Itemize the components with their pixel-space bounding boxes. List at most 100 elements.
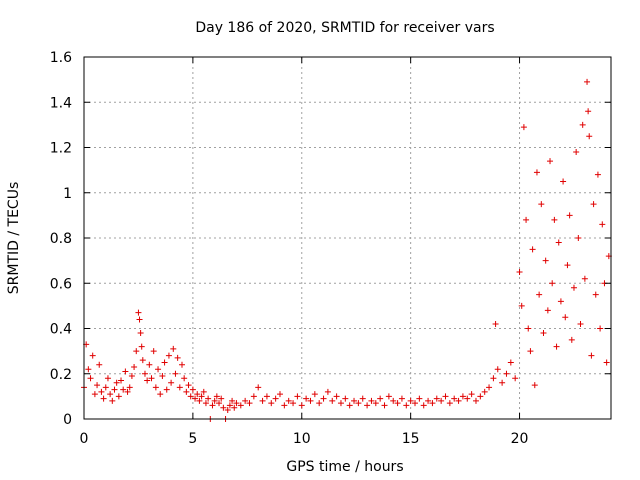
data-point [320, 395, 327, 402]
data-point [96, 361, 103, 368]
data-point [590, 201, 597, 208]
y-axis-label: SRMTID / TECUs [6, 182, 22, 295]
data-point [122, 368, 129, 375]
y-tick-label: 1.4 [50, 95, 72, 111]
data-point [209, 402, 216, 409]
axis-ticks: 0 5 10 15 20 0 0.2 0.4 0.6 0.8 1 1.2 1.4 1.6 [50, 50, 611, 447]
data-point [192, 395, 199, 402]
data-point [481, 388, 488, 395]
data-point [597, 325, 604, 332]
data-point [185, 382, 192, 389]
data-point [181, 375, 188, 382]
data-point [150, 348, 157, 355]
data-point [333, 393, 340, 400]
data-point [586, 133, 593, 140]
data-point [579, 121, 586, 128]
data-point [231, 404, 238, 411]
data-point [566, 212, 573, 219]
data-point [342, 395, 349, 402]
data-point [544, 307, 551, 314]
data-point [584, 78, 591, 85]
data-point [573, 149, 580, 156]
data-point [136, 316, 143, 323]
data-point [385, 393, 392, 400]
data-point [455, 397, 462, 404]
data-point [599, 221, 606, 228]
data-point [520, 124, 527, 131]
data-point [311, 391, 318, 398]
data-point [155, 366, 162, 373]
data-point [91, 391, 98, 398]
y-tick-label: 1 [63, 186, 72, 202]
data-point [137, 330, 144, 337]
data-point [459, 393, 466, 400]
data-point [138, 343, 145, 350]
x-tick-label: 20 [511, 431, 529, 447]
data-point [390, 397, 397, 404]
plot-frame [83, 56, 612, 420]
data-point [538, 201, 545, 208]
data-point [394, 400, 401, 407]
data-point [464, 395, 471, 402]
data-point [518, 302, 525, 309]
data-point [446, 400, 453, 407]
data-point [111, 386, 118, 393]
data-point [259, 397, 266, 404]
data-point [170, 345, 177, 352]
data-point [540, 330, 547, 337]
y-tick-label: 1.6 [50, 50, 72, 66]
data-point [588, 352, 595, 359]
data-point [503, 370, 510, 377]
data-point [355, 400, 362, 407]
y-tick-label: 0.2 [50, 367, 72, 383]
data-point [107, 391, 114, 398]
data-point [603, 359, 610, 366]
data-point [268, 400, 275, 407]
data-point [224, 406, 231, 413]
data-point [557, 298, 564, 305]
data-point [104, 375, 111, 382]
data-point [298, 402, 305, 409]
data-point [577, 320, 584, 327]
data-point [490, 375, 497, 382]
data-point [87, 375, 94, 382]
data-point [183, 388, 190, 395]
data-point [189, 386, 196, 393]
x-tick-label: 15 [402, 431, 420, 447]
data-point [477, 393, 484, 400]
data-point [507, 359, 514, 366]
data-point [205, 395, 212, 402]
data-point [542, 257, 549, 264]
y-tick-label: 0 [63, 412, 72, 428]
data-point [472, 397, 479, 404]
data-point [200, 388, 207, 395]
data-point [211, 397, 218, 404]
data-point [560, 178, 567, 185]
data-point [218, 395, 225, 402]
data-point [165, 352, 172, 359]
data-point [442, 393, 449, 400]
data-point [536, 291, 543, 298]
data-point [135, 309, 142, 316]
data-point [316, 400, 323, 407]
data-point [229, 397, 236, 404]
data-point [512, 375, 519, 382]
data-point [126, 384, 133, 391]
data-point [303, 395, 310, 402]
data-point [533, 169, 540, 176]
data-point [346, 402, 353, 409]
data-point [564, 262, 571, 269]
data-point [178, 361, 185, 368]
data-point [159, 373, 166, 380]
data-point [216, 400, 223, 407]
y-tick-label: 0.6 [50, 276, 72, 292]
data-point [176, 384, 183, 391]
data-point [438, 397, 445, 404]
data-point [263, 393, 270, 400]
data-point [523, 216, 530, 223]
gridlines [84, 57, 611, 419]
data-point [594, 171, 601, 178]
data-point [499, 379, 506, 386]
data-point [131, 363, 138, 370]
x-axis-label: GPS time / hours [286, 459, 403, 475]
